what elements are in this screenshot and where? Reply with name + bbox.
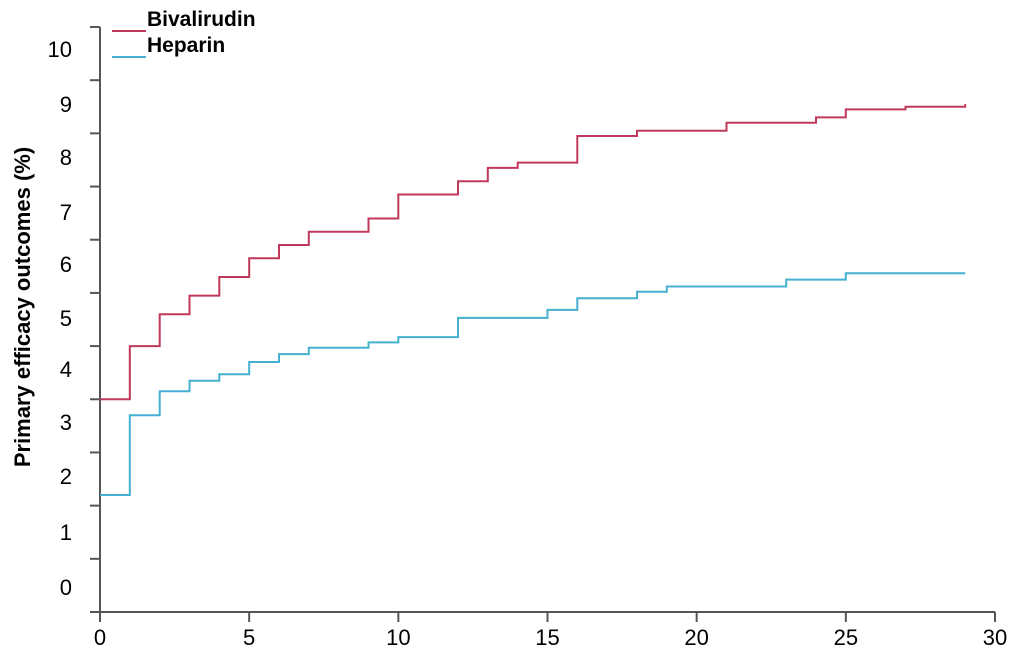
x-tick-label: 20: [684, 625, 708, 647]
y-tick-label: 9: [60, 92, 72, 117]
legend: Bivalirudin Heparin: [112, 8, 256, 58]
x-tick-label: 25: [834, 625, 858, 647]
y-tick-label: 4: [60, 357, 72, 382]
series-lines: [100, 104, 967, 496]
series-line-bivalirudin: [100, 104, 967, 401]
y-axis-title: Primary efficacy outcomes (%): [10, 147, 35, 467]
y-tick-label: 5: [60, 306, 72, 331]
axes: [99, 27, 995, 613]
series-line-heparin: [100, 272, 966, 496]
y-tick-label: 3: [60, 410, 72, 435]
y-tick-label: 0: [60, 575, 72, 600]
y-tick-label: 2: [60, 464, 72, 489]
x-tick-label: 10: [386, 625, 410, 647]
x-tick-label: 15: [535, 625, 559, 647]
y-tick-label: 6: [60, 252, 72, 277]
y-tick-label: 8: [60, 145, 72, 170]
x-tick-label: 5: [243, 625, 255, 647]
legend-label-bivalirudin: Bivalirudin: [147, 8, 256, 31]
legend-label-heparin: Heparin: [147, 34, 225, 57]
y-tick-label: 7: [60, 200, 72, 225]
y-tick-label: 10: [48, 37, 72, 62]
y-axis-ticks: 0 1 2 3 4 5 6 7 8 9 10: [48, 26, 100, 613]
x-tick-label: 0: [94, 625, 106, 647]
x-tick-label: 30: [983, 625, 1007, 647]
x-axis-ticks: 0 5 10 15 20 25 30: [94, 612, 1007, 647]
y-tick-label: 1: [60, 520, 72, 545]
